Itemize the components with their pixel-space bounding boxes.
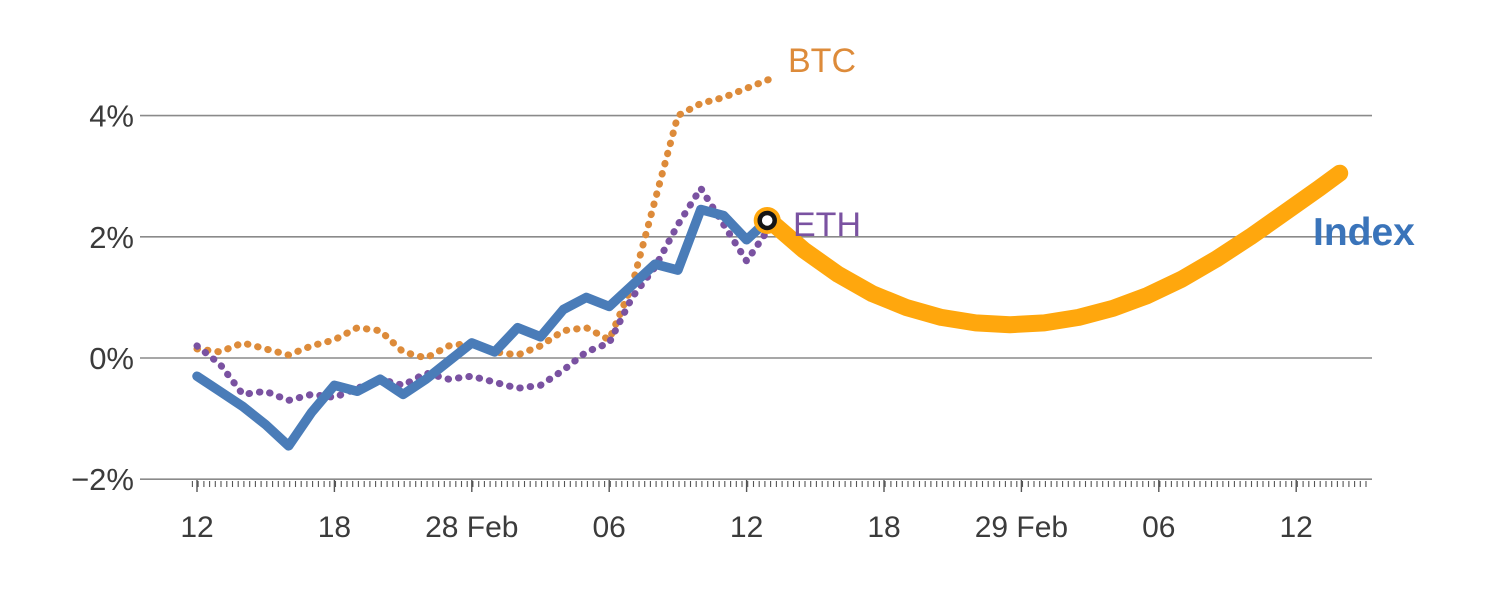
y-tick-label: −2% (71, 462, 134, 497)
btc-series-label: BTC (788, 42, 856, 80)
index-line (192, 204, 775, 451)
eth-line (193, 184, 773, 404)
current-marker-ring (757, 210, 777, 231)
x-axis-minor-ticks (191, 481, 1367, 487)
x-tick-label: 29 Feb (975, 511, 1068, 544)
y-tick-label: 2% (89, 220, 134, 255)
y-tick-label: 0% (89, 341, 134, 376)
eth-series-label: ETH (793, 206, 861, 244)
x-axis-major-ticks (196, 480, 1297, 492)
y-tick-label: 4% (89, 99, 134, 134)
x-tick-label: 18 (318, 511, 351, 544)
x-tick-label: 06 (593, 511, 626, 544)
x-tick-label: 28 Feb (425, 511, 518, 544)
x-tick-label: 12 (730, 511, 763, 544)
x-tick-label: 12 (1280, 511, 1313, 544)
projection-line (761, 164, 1349, 334)
btc-line (193, 75, 773, 362)
index-series-label: Index (1313, 211, 1415, 254)
x-tick-label: 18 (867, 511, 900, 544)
x-tick-label: 12 (180, 511, 213, 544)
x-tick-label: 06 (1142, 511, 1175, 544)
